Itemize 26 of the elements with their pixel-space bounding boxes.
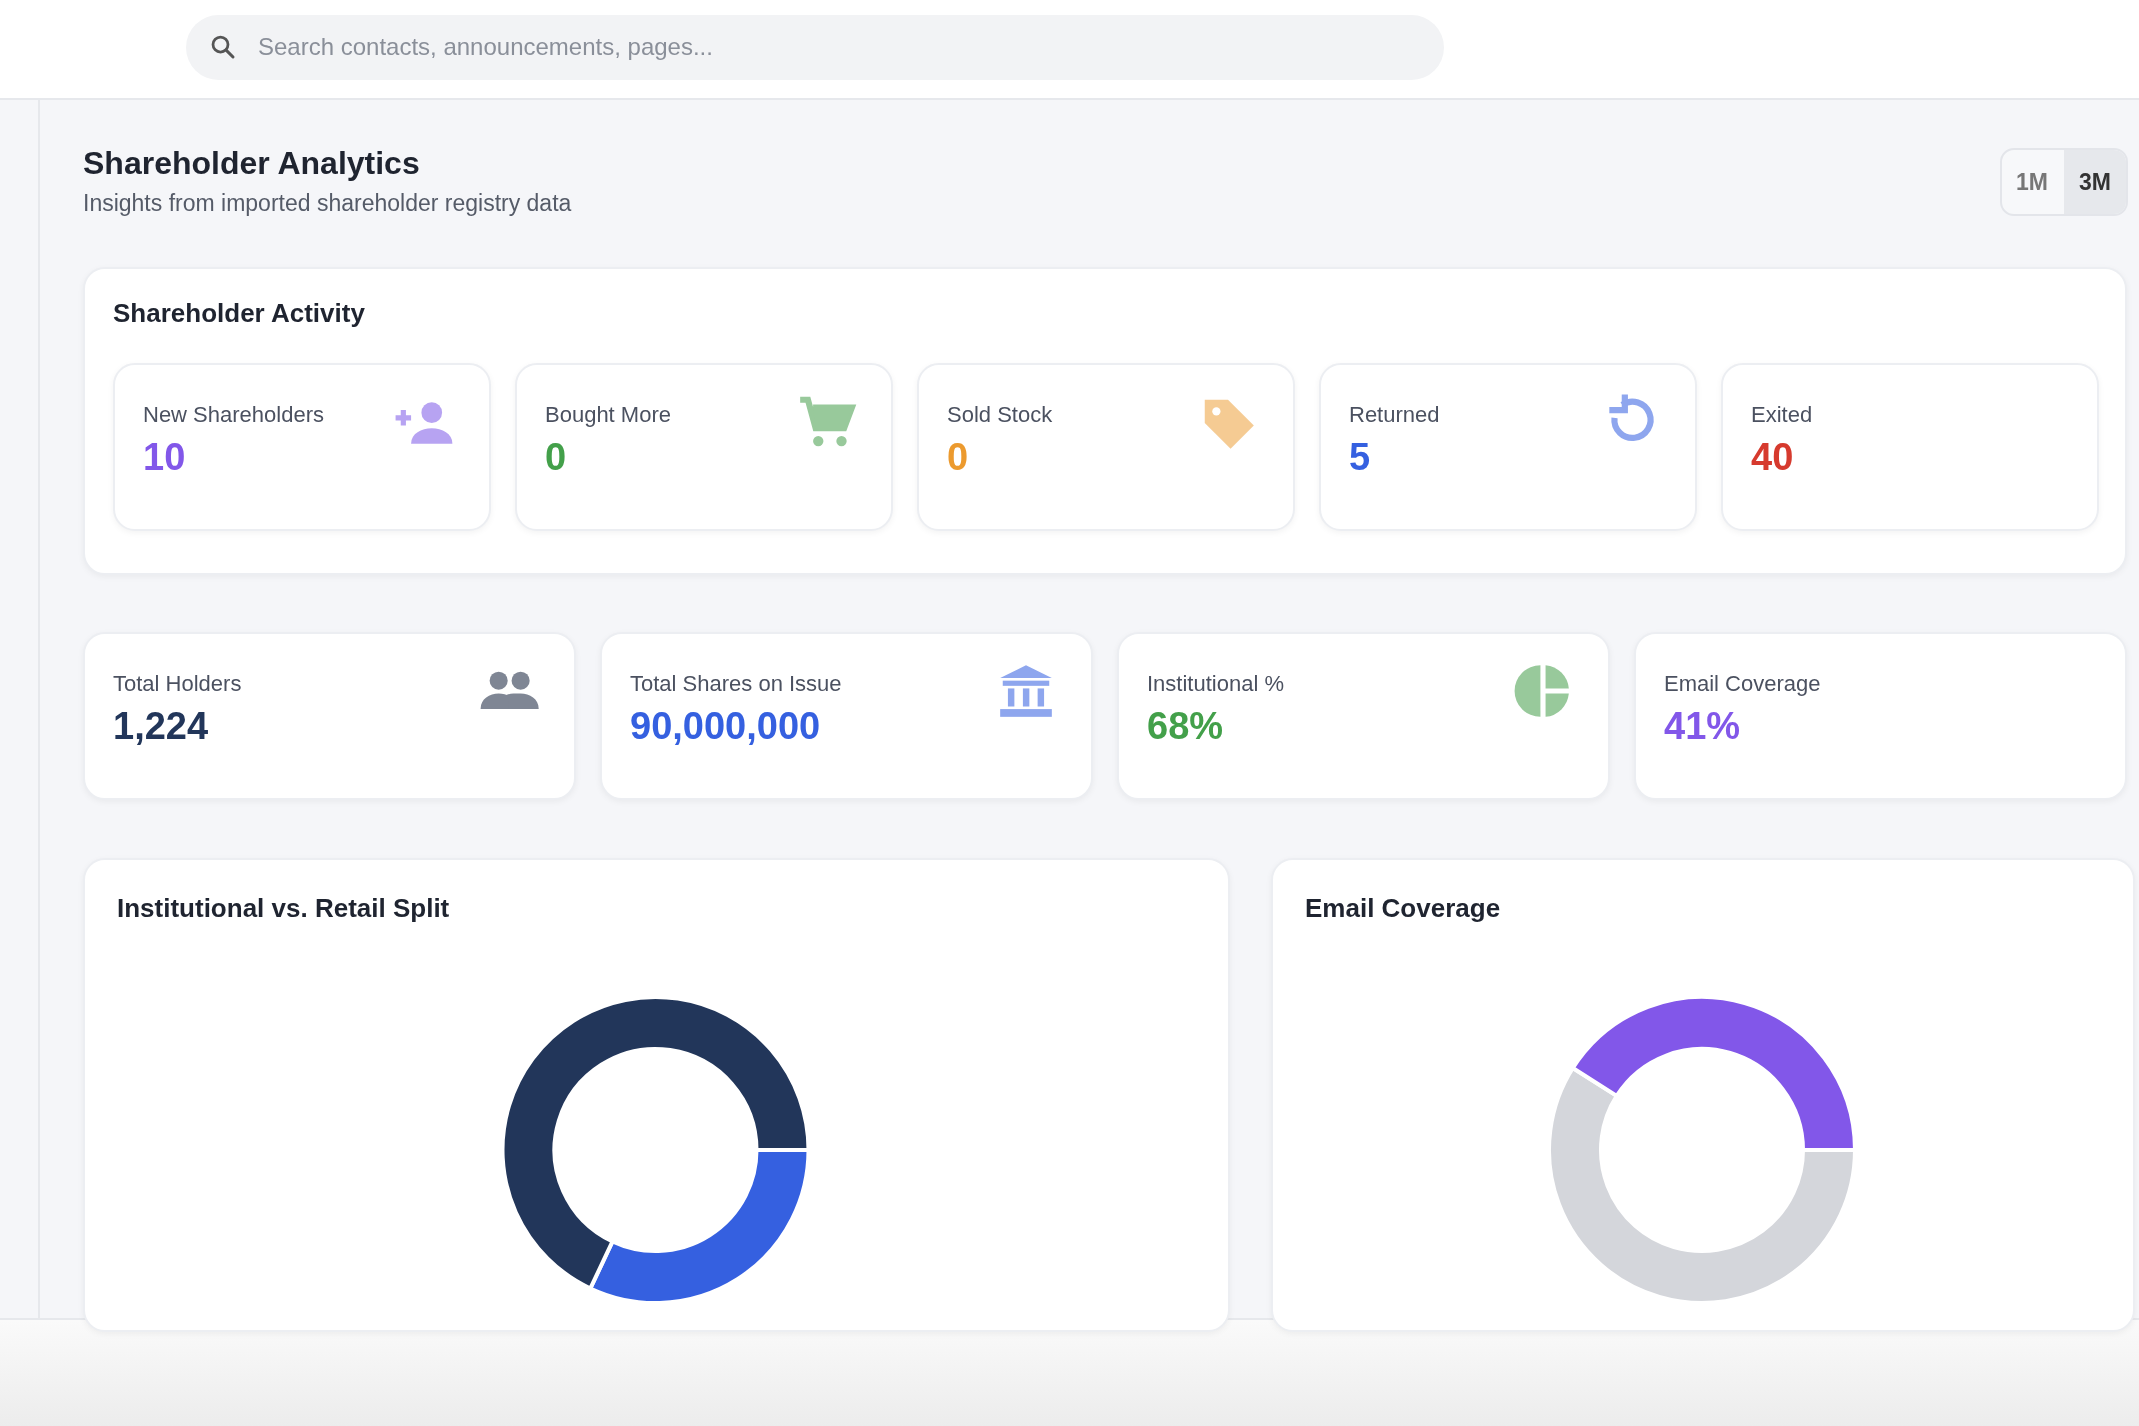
text: Sold Stock <box>947 402 1053 428</box>
text: Search contacts, announcements, pages... <box>258 33 713 61</box>
text: New Shareholders <box>143 402 324 428</box>
text: 90,000,000 <box>630 705 821 748</box>
text: 41% <box>1664 705 1741 748</box>
text: 0 <box>947 436 969 479</box>
text: 0 <box>545 436 567 479</box>
text: Bought More <box>545 402 671 428</box>
text: Institutional % <box>1147 671 1284 697</box>
text: 1M <box>2015 168 2049 197</box>
text: 10 <box>143 436 186 479</box>
text: Institutional vs. Retail Split <box>117 893 450 923</box>
text: Shareholder Activity <box>113 298 365 329</box>
text: Total Holders <box>113 671 242 697</box>
text: 68% <box>1147 705 1224 748</box>
text: 5 <box>1349 436 1371 479</box>
text: 1,224 <box>113 705 209 748</box>
text: Total Shares on Issue <box>630 671 842 697</box>
text: 3M <box>2064 150 2126 214</box>
text: Insights from imported shareholder registry data <box>83 190 572 217</box>
text: Email Coverage <box>1664 671 1821 697</box>
text: Returned <box>1349 402 1440 428</box>
text: 40 <box>1751 436 1794 479</box>
text: Shareholder Analytics <box>83 145 420 182</box>
chart-title: Email Coverage <box>1305 893 1501 923</box>
text: Exited <box>1751 402 1813 428</box>
